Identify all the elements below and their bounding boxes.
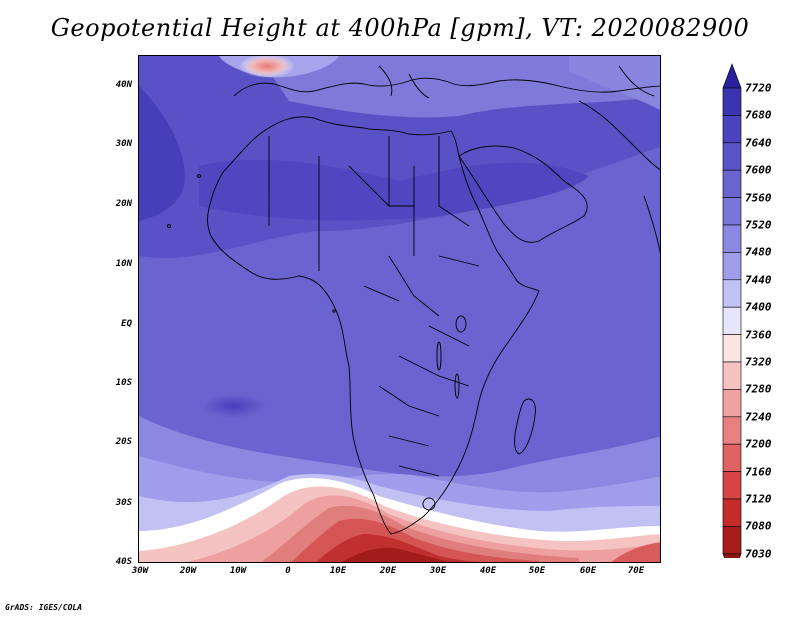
- colorbar-box: [722, 224, 742, 253]
- colorbar-label: 7680: [745, 108, 772, 122]
- colorbar: [722, 63, 742, 558]
- caspian-outline: [618, 65, 655, 97]
- contour-7640-west: [139, 86, 185, 221]
- colorbar-label: 7480: [745, 245, 772, 259]
- lon-tick-label: 20E: [379, 566, 397, 576]
- lesotho-outline: [422, 497, 436, 511]
- colorbar-label: 7120: [745, 492, 772, 506]
- lon-tick-label: 10W: [229, 566, 247, 576]
- lat-tick-label: 40S: [115, 557, 132, 567]
- lake-malawi: [454, 373, 460, 399]
- lat-tick-label: 40N: [115, 80, 132, 90]
- colorbar-box: [722, 389, 742, 418]
- gulf-islands: [332, 309, 336, 313]
- colorbar-top-triangle: [722, 63, 742, 89]
- italy-outline: [378, 65, 393, 97]
- arabia-outline: [458, 145, 588, 243]
- colorbar-label: 7440: [745, 273, 772, 287]
- colorbar-label: 7600: [745, 163, 772, 177]
- country-borders: [268, 136, 480, 477]
- colorbar-box: [722, 334, 742, 363]
- lon-tick-label: 10E: [329, 566, 347, 576]
- colorbar-box: [722, 87, 742, 116]
- colorbar-box: [722, 443, 742, 472]
- lake-tanganyika: [436, 341, 442, 371]
- greece-outline: [408, 73, 430, 99]
- cape-verde: [167, 224, 171, 228]
- lon-tick-label: 70E: [627, 566, 645, 576]
- colorbar-label: 7160: [745, 465, 772, 479]
- colorbar-label: 7640: [745, 136, 772, 150]
- colorbar-label: 7080: [745, 519, 772, 533]
- colorbar-box: [722, 526, 742, 555]
- colorbar-box: [722, 197, 742, 226]
- lat-tick-label: 20N: [115, 199, 132, 209]
- colorbar-box: [722, 498, 742, 527]
- lon-tick-label: 30E: [429, 566, 447, 576]
- lon-tick-label: 60E: [579, 566, 597, 576]
- lat-tick-label: EQ: [121, 319, 132, 329]
- contour-east-light: [569, 56, 660, 110]
- colorbar-box: [722, 416, 742, 445]
- lat-tick-label: 30N: [115, 139, 132, 149]
- grads-credit: GrADS: IGES/COLA: [5, 603, 83, 612]
- contour-7080: [342, 547, 450, 562]
- colorbar-label: 7720: [745, 81, 772, 95]
- colorbar-box: [722, 169, 742, 198]
- canary-islands: [197, 174, 201, 178]
- asia-coast: [578, 100, 660, 171]
- lat-tick-label: 10S: [115, 378, 132, 388]
- colorbar-label: 7200: [745, 437, 772, 451]
- colorbar-label: 7560: [745, 191, 772, 205]
- colorbar-label: 7520: [745, 218, 772, 232]
- lat-tick-label: 30S: [115, 498, 132, 508]
- lon-tick-label: 40E: [479, 566, 497, 576]
- colorbar-label: 7280: [745, 382, 772, 396]
- lon-tick-label: 50E: [528, 566, 546, 576]
- colorbar-box: [722, 471, 742, 500]
- contour-blob-atlantic: [202, 394, 266, 418]
- lat-tick-label: 10N: [115, 259, 132, 269]
- lake-victoria: [455, 315, 467, 333]
- colorbar-label: 7360: [745, 328, 772, 342]
- colorbar-label: 7030: [745, 547, 772, 561]
- lon-tick-label: 30W: [131, 566, 149, 576]
- colorbar-box: [722, 279, 742, 308]
- colorbar-box: [722, 142, 742, 171]
- africa-outline: [207, 116, 540, 535]
- lon-tick-label: 20W: [179, 566, 197, 576]
- map-plot-area: [138, 55, 661, 563]
- colorbar-box: [722, 306, 742, 335]
- colorbar-label: 7400: [745, 300, 772, 314]
- lon-tick-label: 0: [285, 566, 291, 576]
- contour-iberia-low: [239, 56, 295, 78]
- colorbar-label: 7240: [745, 410, 772, 424]
- contour-med-light: [259, 56, 660, 118]
- chart-title: Geopotential Height at 400hPa [gpm], VT:…: [50, 14, 750, 42]
- coastlines: [167, 65, 660, 535]
- lat-tick-label: 20S: [115, 437, 132, 447]
- colorbar-label: 7320: [745, 355, 772, 369]
- colorbar-bottom-triangle: [722, 553, 742, 558]
- madagascar-outline: [514, 398, 536, 455]
- colorbar-box: [722, 252, 742, 281]
- colorbar-box: [722, 115, 742, 144]
- colorbar-box: [722, 361, 742, 390]
- europe-coast: [233, 77, 660, 97]
- geopotential-map: [139, 56, 660, 562]
- india-coast: [643, 195, 660, 254]
- contour-southeast-low: [611, 542, 660, 562]
